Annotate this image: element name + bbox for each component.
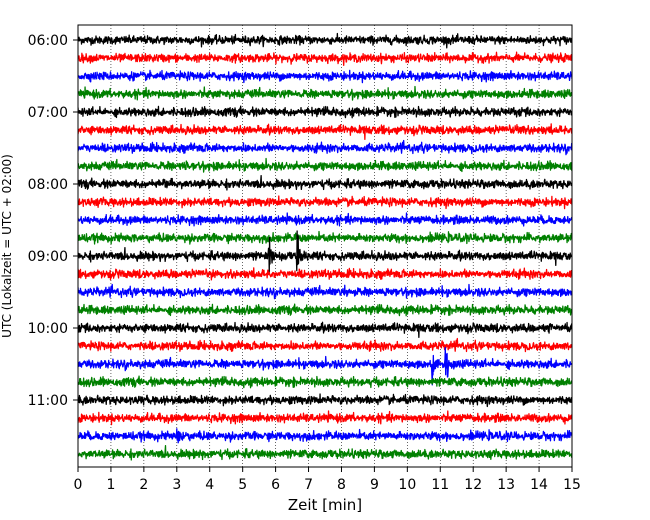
y-tick-label: 10:00 [28, 321, 68, 337]
seismic-trace [78, 410, 572, 426]
seismic-trace [78, 337, 572, 353]
x-tick-label: 5 [238, 477, 247, 493]
seismic-trace [78, 139, 572, 156]
seismic-trace [78, 105, 572, 119]
seismic-trace [78, 303, 572, 317]
seismic-trace [78, 212, 572, 227]
x-tick-label: 10 [398, 477, 416, 493]
seismic-trace [78, 51, 572, 67]
x-axis-ticks: 0 1 2 3 4 5 6 7 8 9 10 11 12 13 14 15 [74, 467, 581, 493]
x-tick-label: 4 [205, 477, 214, 493]
seismic-trace [78, 444, 572, 461]
seismic-trace [78, 32, 572, 49]
seismic-trace [78, 157, 572, 173]
seismic-trace [78, 69, 572, 84]
x-tick-label: 7 [304, 477, 313, 493]
y-tick-label: 06:00 [28, 33, 68, 49]
seismic-trace [78, 85, 572, 101]
x-tick-label: 2 [139, 477, 148, 493]
seismic-trace [78, 123, 572, 141]
seismic-trace [78, 428, 572, 444]
y-tick-label: 08:00 [28, 177, 68, 193]
seismic-trace [78, 393, 572, 408]
x-tick-label: 13 [497, 477, 515, 493]
x-tick-label: 1 [106, 477, 115, 493]
x-axis-label: Zeit [min] [288, 496, 362, 514]
x-tick-label: 11 [431, 477, 449, 493]
y-tick-label: 09:00 [28, 249, 68, 265]
seismic-trace [78, 267, 572, 281]
seismic-trace [78, 230, 572, 245]
x-tick-label: 6 [271, 477, 280, 493]
seismic-trace [78, 375, 572, 389]
x-tick-label: 3 [172, 477, 181, 493]
seismic-trace [78, 283, 572, 300]
seismic-trace [78, 195, 572, 210]
x-tick-label: 15 [563, 477, 581, 493]
plot-frame [77, 24, 573, 468]
seismic-trace [78, 174, 572, 191]
x-tick-label: 8 [337, 477, 346, 493]
x-tick-label: 9 [370, 477, 379, 493]
y-axis-label: UTC (Lokalzeit = UTC + 02:00) [0, 154, 14, 338]
seismic-traces [78, 32, 572, 461]
x-tick-label: 12 [464, 477, 482, 493]
x-tick-label: 0 [74, 477, 83, 493]
y-tick-label: 07:00 [28, 105, 68, 121]
seismic-trace [78, 321, 572, 339]
seismic-trace [78, 230, 572, 274]
seismic-trace [78, 346, 572, 386]
x-tick-label: 14 [530, 477, 548, 493]
y-axis-ticks: 06:00 07:00 08:00 09:00 10:00 11:00 [28, 33, 78, 409]
y-tick-label: 11:00 [28, 393, 68, 409]
